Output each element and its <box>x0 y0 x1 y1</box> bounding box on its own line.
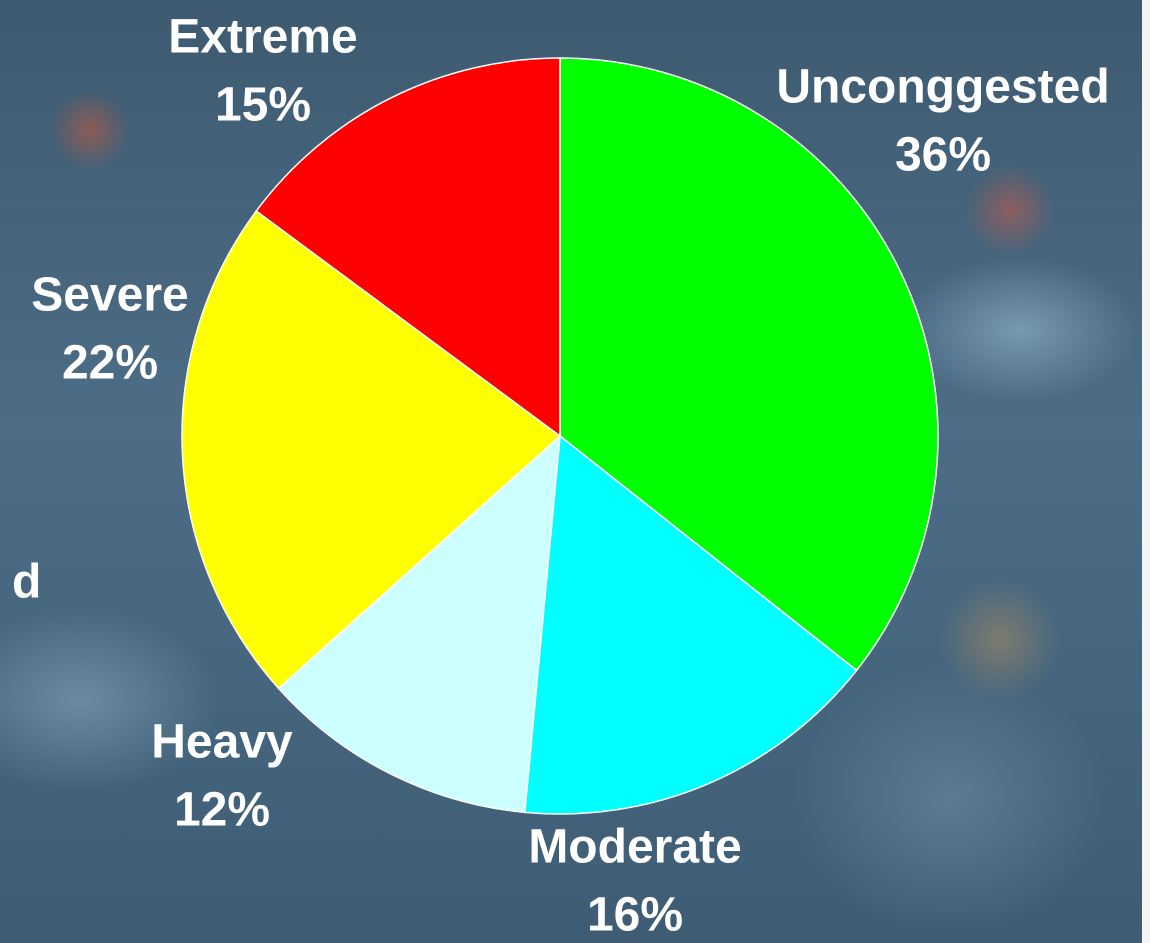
page: d Unconggested 36% Moderate 16% Heavy 12% Seve… <box>0 0 1150 943</box>
edge-strip <box>1142 0 1150 943</box>
slice-label: Moderate <box>528 821 741 874</box>
slice-label: Extreme <box>168 11 357 64</box>
slice-label: Severe <box>31 269 188 322</box>
clipped-text: d <box>12 556 41 609</box>
slice-value-label: 16% <box>587 889 683 942</box>
slice-label: Heavy <box>151 716 293 769</box>
chart: d Unconggested 36% Moderate 16% Heavy 12% Seve… <box>0 0 1142 943</box>
slice-value-label: 22% <box>62 337 158 390</box>
slice-value-label: 12% <box>174 784 270 837</box>
slice-value-label: 15% <box>215 79 311 132</box>
slice-value-label: 36% <box>895 129 991 182</box>
slice-label: Unconggested <box>776 61 1109 114</box>
